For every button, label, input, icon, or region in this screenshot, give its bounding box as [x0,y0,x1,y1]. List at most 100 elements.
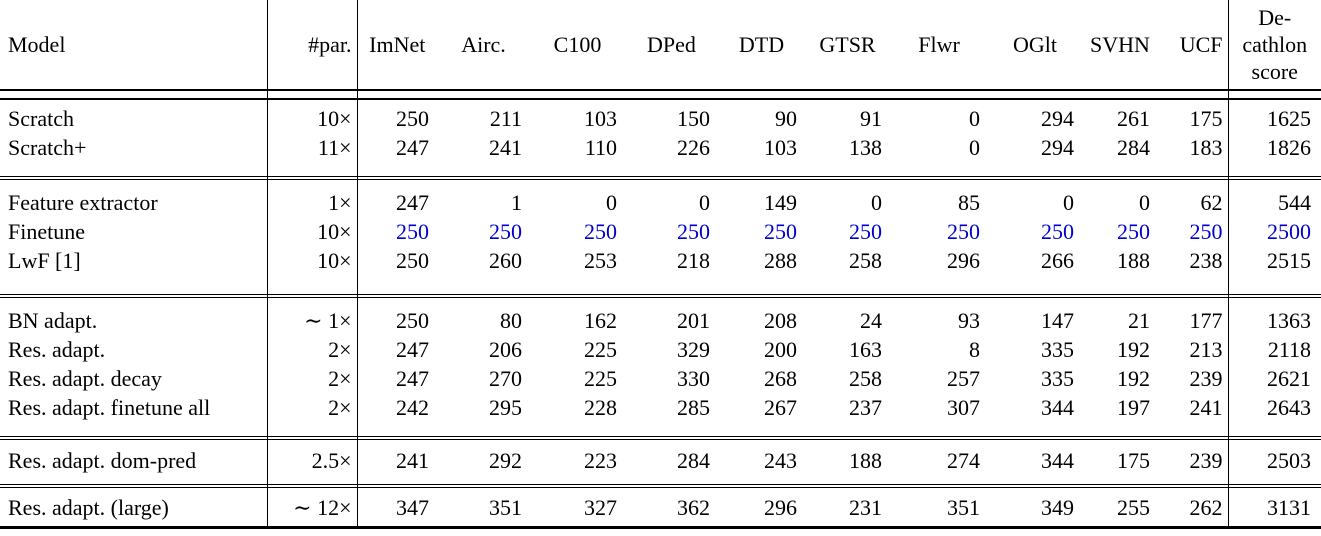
value-cell-dped: 329 [677,337,710,362]
value-cell-oglt: 147 [1041,308,1074,333]
bottom-rule [988,526,1082,530]
value-cell-c100: 225 [584,337,617,362]
column-header-svhn: SVHN [1090,32,1150,57]
group-separator-rule [625,176,718,180]
value-cell-flwr: 351 [947,495,980,520]
group-separator-rule [357,176,437,180]
group-separator-rule [0,436,267,440]
value-cell-airc: 295 [489,395,522,420]
bottom-rule [890,526,988,530]
value-cell-dtd: 90 [775,106,797,131]
value-cell-gtsr: 24 [860,308,882,333]
bottom-rule [805,526,890,530]
value-cell-oglt: 335 [1041,366,1074,391]
column-header-ucf: UCF [1158,0,1229,90]
value-cell-dtd: 208 [764,308,797,333]
table-row: Finetune 10× 250 250 250 250 250 250 250 250 250 25… [0,217,1321,246]
group-separator-rule [1228,484,1321,488]
table-row: Scratch+ 11× 247 241 110 226 103 138 0 294 284 183 1… [0,133,1321,177]
header-rule [1082,89,1158,100]
score-cell: 2621 [1267,366,1311,391]
score-cell: 544 [1278,190,1311,215]
value-cell-airc: 211 [489,106,522,131]
bottom-rule [266,526,358,529]
value-cell-imnet: 347 [396,495,429,520]
model-cell: Res. adapt. dom-pred [8,448,197,473]
group-separator-rule [0,176,267,180]
group-separator-rule [1082,484,1158,488]
bottom-rule [530,526,625,530]
value-cell-c100: 253 [584,248,617,273]
table-row: Res. adapt. decay 2× 247 270 225 330 268 258 257… [0,364,1321,393]
value-cell-flwr: 0 [969,135,980,160]
value-cell-dped: 285 [677,395,710,420]
value-cell-svhn: 255 [1117,495,1150,520]
group-separator-rule [805,294,890,298]
par-cell: 1× [266,179,358,217]
value-cell-airc: 250 [489,219,522,244]
par-cell: 2× [266,335,358,364]
model-cell: LwF [1] [8,248,81,273]
group-separator-rule [805,436,890,440]
group-separator-rule [266,484,358,488]
score-cell: 2118 [1267,337,1311,362]
bottom-rule [1158,526,1229,530]
header-rule [266,89,358,100]
value-cell-svhn: 175 [1117,448,1150,473]
model-cell: Res. adapt. decay [8,366,162,391]
value-cell-svhn: 192 [1117,337,1150,362]
score-header-line: score [1251,59,1298,84]
group-separator-rule [437,484,530,488]
value-cell-dped: 284 [677,448,710,473]
score-cell: 2500 [1267,219,1311,244]
column-header-dtd: DTD [738,32,785,57]
group-separator-rule [1228,294,1321,298]
value-cell-dped: 250 [677,219,710,244]
value-cell-ucf: 238 [1158,246,1229,295]
value-cell-oglt: 335 [1041,337,1074,362]
value-cell-airc: 351 [489,495,522,520]
table-row: BN adapt. ∼ 1× 250 80 162 201 208 24 93 147 21 177 1… [0,297,1321,335]
value-cell-flwr: 250 [947,219,980,244]
column-header-c100: C100 [553,32,602,57]
value-cell-dtd: 243 [764,448,797,473]
group-separator-rule [625,484,718,488]
value-cell-dped: 201 [677,308,710,333]
value-cell-c100: 223 [584,448,617,473]
header-rule [0,89,267,100]
value-cell-imnet: 241 [396,448,429,473]
value-cell-dtd: 250 [764,219,797,244]
value-cell-c100: 110 [584,135,617,160]
value-cell-gtsr: 250 [849,219,882,244]
value-cell-oglt: 349 [1041,495,1074,520]
model-cell: BN adapt. [8,308,98,333]
group-separator-rule [625,436,718,440]
group-separator-rule [437,436,530,440]
value-cell-flwr: 0 [969,106,980,131]
group-separator-rule [890,484,988,488]
column-header-oglt: OGlt [1013,32,1057,57]
group-separator-rule [718,484,805,488]
score-cell: 1625 [1267,106,1311,131]
group-separator-rule [357,484,437,488]
value-cell-svhn: 261 [1117,106,1150,131]
value-cell-dtd: 268 [764,366,797,391]
value-cell-imnet: 250 [396,248,429,273]
group-separator-rule [357,436,437,440]
value-cell-ucf: 62 [1158,179,1229,217]
group-separator-rule [805,484,890,488]
bottom-rule [357,526,437,530]
bottom-rule [0,526,267,530]
value-cell-ucf: 183 [1158,133,1229,177]
model-cell: Res. adapt. [8,337,106,362]
value-cell-flwr: 93 [958,308,980,333]
group-separator-rule [890,436,988,440]
group-separator-rule [530,176,625,180]
value-cell-ucf: 250 [1158,217,1229,246]
value-cell-gtsr: 0 [871,190,882,215]
value-cell-gtsr: 258 [849,366,882,391]
bottom-rule [718,526,805,530]
par-cell: 10× [266,246,358,295]
table-row: Res. adapt. finetune all 2× 242 295 228 285 26… [0,393,1321,437]
